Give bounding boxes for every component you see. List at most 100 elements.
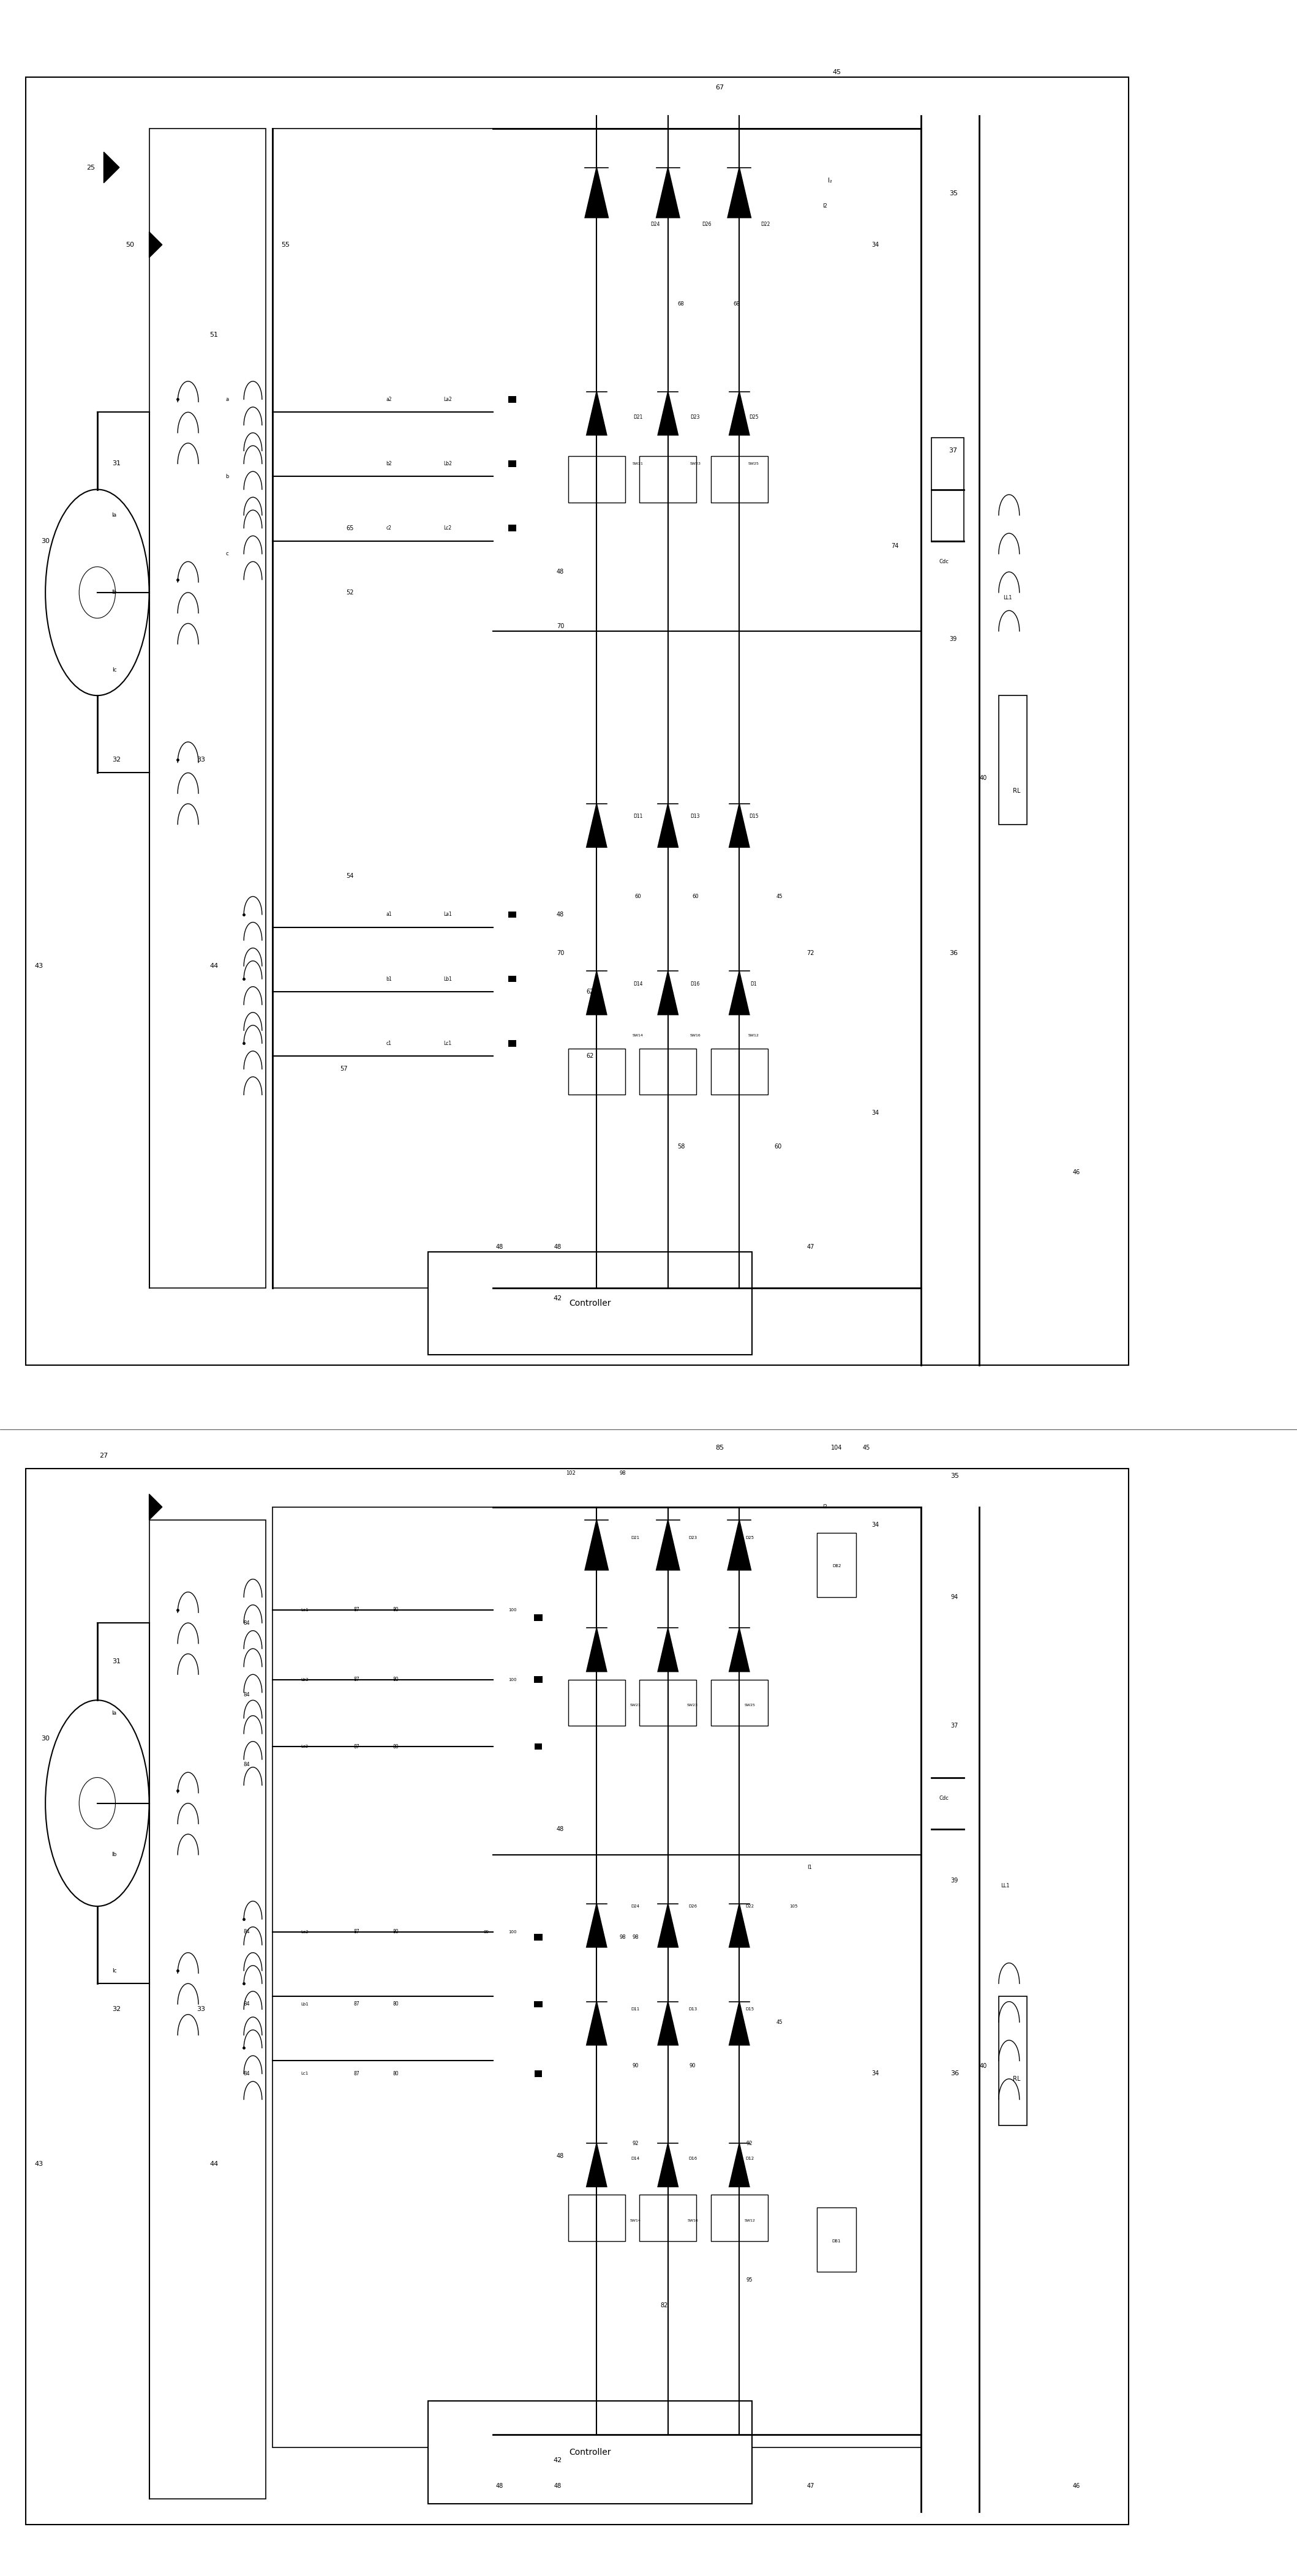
Polygon shape [149,232,162,258]
Polygon shape [729,804,750,848]
Text: 31: 31 [113,461,121,466]
Text: D25: D25 [748,415,759,420]
Text: 100: 100 [508,1929,516,1935]
Polygon shape [585,1520,608,1569]
Bar [711,1048,768,1095]
Text: 52: 52 [346,590,354,595]
Text: Ia1: Ia1 [508,912,516,917]
Text: 95: 95 [747,2277,752,2282]
Text: 34: 34 [872,242,879,247]
Text: SW23: SW23 [687,1703,698,1708]
Text: 84: 84 [243,1620,250,1625]
Text: SW21: SW21 [633,461,643,466]
Polygon shape [656,167,680,216]
Text: 54: 54 [346,873,354,878]
Text: D15: D15 [746,2007,754,2012]
Text: 48: 48 [495,2483,503,2488]
Text: 42: 42 [554,1296,562,1301]
Text: 42: 42 [554,2458,562,2463]
Polygon shape [149,1494,162,1520]
Text: 62: 62 [586,1054,594,1059]
Text: SW14: SW14 [633,1033,643,1038]
Text: I2: I2 [822,204,827,209]
Text: 36: 36 [951,2071,958,2076]
Text: 60: 60 [691,894,699,899]
Text: 105: 105 [790,1904,798,1909]
Polygon shape [658,2143,678,2187]
Text: I₂: I₂ [827,178,833,183]
Polygon shape [586,971,607,1015]
Polygon shape [658,971,678,1015]
Text: RL: RL [1013,2076,1021,2081]
Polygon shape [586,1904,607,1947]
Text: 33: 33 [197,2007,205,2012]
Text: Lc2: Lc2 [444,526,451,531]
Text: SW21: SW21 [630,1703,641,1708]
Polygon shape [586,392,607,435]
Text: Ia2: Ia2 [534,1615,542,1620]
Text: 102: 102 [565,1471,576,1476]
Text: 70: 70 [556,951,564,956]
Text: 31: 31 [113,1659,121,1664]
Polygon shape [729,2002,750,2045]
Text: 68: 68 [677,301,685,307]
Text: 87: 87 [354,1929,359,1935]
Text: SW25: SW25 [744,1703,755,1708]
Text: 37: 37 [949,448,957,453]
Text: 39: 39 [949,636,957,641]
Bar [428,1252,752,1355]
Text: 84: 84 [243,2071,250,2076]
Bar [272,129,921,1288]
Text: 80: 80 [393,1677,398,1682]
Text: 87: 87 [354,1607,359,1613]
Text: Ic2: Ic2 [508,526,516,531]
Text: a: a [226,397,228,402]
Text: Ia1: Ia1 [534,1935,542,1940]
Polygon shape [729,1904,750,1947]
Text: Ib1: Ib1 [508,976,516,981]
Text: Ic1: Ic1 [508,1041,516,1046]
Text: 48: 48 [556,1826,564,1832]
Text: SW23: SW23 [690,461,700,466]
Text: 98: 98 [619,1935,626,1940]
Text: 45: 45 [777,894,782,899]
Text: 46: 46 [1073,2483,1080,2488]
Text: 87: 87 [354,1677,359,1682]
Bar [711,1680,768,1726]
Text: D25: D25 [746,1535,754,1540]
Text: Ib: Ib [112,590,117,595]
Text: DB1: DB1 [833,2239,840,2244]
Text: 40: 40 [979,2063,987,2069]
Text: 98: 98 [632,1935,639,1940]
Text: D16: D16 [690,981,700,987]
Text: 30: 30 [42,1736,49,1741]
Bar [26,77,1128,1365]
Text: 25: 25 [87,165,95,170]
Text: c: c [226,551,228,556]
Text: SW25: SW25 [748,461,759,466]
Text: D13: D13 [690,814,700,819]
Text: Ib2: Ib2 [534,1677,542,1682]
Text: SW16: SW16 [687,2218,698,2223]
Text: 82: 82 [660,2303,668,2308]
Text: Ib: Ib [112,1852,117,1857]
Text: 62: 62 [586,989,594,994]
Bar [568,1680,625,1726]
Text: Lb2: Lb2 [444,461,451,466]
Text: D11: D11 [632,2007,639,2012]
Text: 80: 80 [393,2002,398,2007]
Bar [568,2195,625,2241]
Text: 44: 44 [210,2161,218,2166]
Text: D24: D24 [650,222,660,227]
Text: D21: D21 [633,415,643,420]
Polygon shape [585,167,608,216]
Text: 84: 84 [243,1929,250,1935]
Bar [999,1996,1027,2125]
Text: Lc2: Lc2 [301,1744,309,1749]
Bar [639,1048,696,1095]
Text: D26: D26 [689,1904,696,1909]
Text: Ic: Ic [112,1968,117,1973]
Bar [639,456,696,502]
Text: D16: D16 [689,2156,696,2161]
Text: Ic2: Ic2 [534,1744,542,1749]
